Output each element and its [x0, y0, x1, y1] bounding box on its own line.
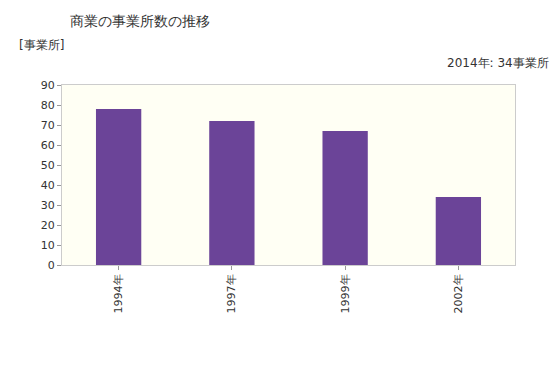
svg-text:90: 90 — [41, 79, 55, 92]
svg-text:20: 20 — [41, 219, 55, 232]
svg-text:10: 10 — [41, 239, 55, 252]
svg-text:2002年: 2002年 — [452, 274, 465, 313]
svg-text:0: 0 — [48, 259, 55, 272]
svg-text:[事業所]: [事業所] — [19, 38, 64, 52]
svg-text:70: 70 — [41, 119, 55, 132]
svg-text:商業の事業所数の推移: 商業の事業所数の推移 — [70, 13, 210, 29]
svg-text:30: 30 — [41, 199, 55, 212]
svg-text:1994年: 1994年 — [112, 274, 125, 313]
svg-text:2014年: 34事業所: 2014年: 34事業所 — [447, 56, 549, 70]
svg-text:50: 50 — [41, 159, 55, 172]
svg-text:1999年: 1999年 — [339, 274, 352, 313]
svg-text:80: 80 — [41, 99, 55, 112]
svg-text:1997年: 1997年 — [225, 274, 238, 313]
svg-text:40: 40 — [41, 179, 55, 192]
svg-text:60: 60 — [41, 139, 55, 152]
